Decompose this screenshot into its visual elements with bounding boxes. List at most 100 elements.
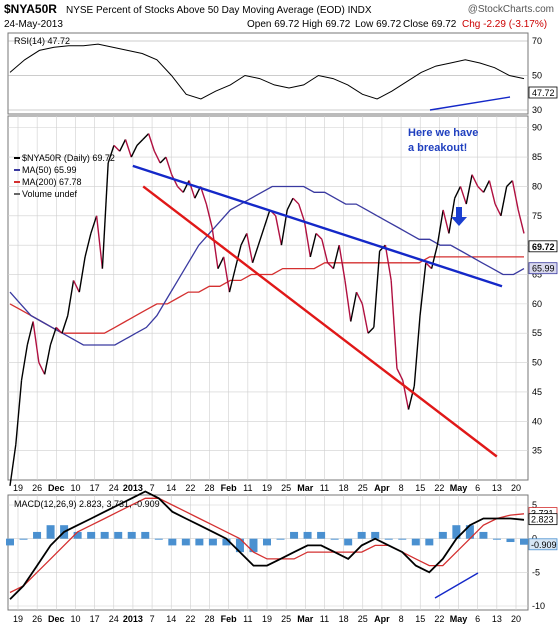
- change-value: Chg -2.29 (-3.17%): [462, 19, 547, 30]
- price-x-tick-label: 18: [339, 483, 349, 493]
- macd-histogram-bar: [181, 538, 190, 546]
- macd-histogram-bar: [357, 531, 366, 539]
- macd-histogram-bar: [127, 531, 136, 539]
- blue-trendline: [132, 164, 503, 288]
- macd-histogram-bar: [317, 531, 326, 539]
- price-line-segment: [384, 245, 392, 281]
- low-value: Low 69.72: [355, 19, 402, 30]
- close-value: Close 69.72: [403, 19, 457, 30]
- macd-x-tick-label: 26: [32, 614, 42, 624]
- price-line-segment: [90, 215, 98, 234]
- price-line-segment: [176, 185, 184, 193]
- macd-histogram-bar: [438, 531, 447, 539]
- price-line-segment: [344, 280, 352, 322]
- price-y-tick-label: 40: [532, 416, 542, 426]
- price-line-segment: [159, 156, 167, 164]
- macd-x-tick-label: 19: [262, 614, 272, 624]
- price-line-segment: [84, 233, 92, 258]
- price-x-tick-label: 22: [185, 483, 195, 493]
- price-line-segment: [459, 186, 467, 205]
- price-line-segment: [338, 245, 346, 281]
- price-x-tick-label: 13: [492, 483, 502, 493]
- price-line-segment: [217, 256, 225, 269]
- price-x-tick-label: 11: [243, 483, 252, 493]
- price-line-segment: [315, 232, 323, 240]
- macd-histogram-bar: [492, 538, 501, 540]
- price-x-tick-label: 24: [109, 483, 119, 493]
- macd-histogram-bar: [520, 538, 528, 545]
- macd-trendline: [434, 572, 479, 599]
- date-label: 24-May-2013: [4, 19, 63, 30]
- price-line-segment: [222, 256, 231, 293]
- price-line-segment: [286, 197, 294, 211]
- macd-histogram-bar: [195, 538, 204, 546]
- price-legend-entry: MA(50) 65.99: [22, 165, 77, 175]
- price-line-segment: [147, 133, 156, 152]
- macd-histogram-bar: [398, 538, 407, 540]
- macd-x-tick-label: 19: [13, 614, 23, 624]
- macd-x-tick-label: 2013: [123, 614, 143, 624]
- price-y-tick-label: 35: [532, 446, 542, 456]
- macd-x-tick-label: Mar: [297, 614, 314, 624]
- macd-histogram-bar: [46, 525, 55, 539]
- macd-y-tick-label: -10: [532, 601, 545, 611]
- macd-histogram-bar: [114, 531, 123, 539]
- macd-last-value: -0.909: [531, 540, 557, 550]
- price-line-segment: [78, 256, 86, 293]
- price-x-tick-label: 10: [70, 483, 80, 493]
- price-legend-entry: MA(200) 67.78: [22, 177, 82, 187]
- macd-histogram-bar: [73, 531, 82, 539]
- price-line-segment: [425, 262, 433, 270]
- macd-histogram-bar: [479, 531, 488, 539]
- price-line-segment: [482, 180, 490, 193]
- macd-histogram-bar: [100, 531, 109, 539]
- price-line-segment: [113, 144, 121, 152]
- price-panel: 9085807570656055504540351926Dec101724201…: [7, 115, 558, 493]
- price-line-segment: [119, 139, 127, 152]
- price-x-tick-label: 11: [320, 483, 329, 493]
- macd-y-tick-label: -5: [532, 567, 540, 577]
- price-line-segment: [477, 185, 485, 193]
- macd-histogram-bar: [506, 538, 515, 543]
- price-line-segment: [124, 139, 132, 158]
- price-line-segment: [396, 368, 404, 381]
- price-x-tick-label: 2013: [123, 483, 143, 493]
- macd-x-tick-label: 22: [434, 614, 444, 624]
- rsi-panel: 70 50 30 RSI(14) 47.72 47.72: [7, 32, 558, 115]
- price-line-segment: [95, 215, 104, 269]
- macd-histogram-bar: [290, 531, 299, 539]
- red-trendline: [142, 185, 498, 458]
- price-line-segment: [442, 209, 450, 234]
- macd-histogram-bar: [411, 538, 420, 546]
- price-x-tick-label: 28: [205, 483, 215, 493]
- price-y-tick-label: 75: [532, 211, 542, 221]
- price-x-tick-label: 20: [511, 483, 521, 493]
- macd-histogram-bar: [208, 538, 217, 546]
- price-line-segment: [153, 150, 161, 164]
- breakout-arrow-icon: [451, 207, 467, 226]
- macd-histogram-bar: [19, 538, 28, 540]
- macd-x-tick-label: 18: [339, 614, 349, 624]
- price-line-segment: [142, 133, 150, 140]
- price-line-segment: [511, 180, 519, 211]
- macd-x-tick-label: 8: [399, 614, 404, 624]
- macd-line: [9, 490, 525, 600]
- price-line-segment: [205, 203, 213, 228]
- price-y-tick-label: 45: [532, 387, 542, 397]
- price-line-segment: [9, 444, 17, 486]
- price-y-tick-label: 65: [532, 270, 542, 280]
- macd-x-tick-label: 22: [185, 614, 195, 624]
- price-last-value: 69.72: [532, 242, 555, 252]
- rsi-trendline: [429, 96, 511, 111]
- price-line-segment: [292, 197, 300, 205]
- macd-histogram-bar: [384, 538, 393, 540]
- price-line-segment: [15, 380, 23, 445]
- price-line-segment: [454, 186, 462, 199]
- macd-histogram-bar: [465, 525, 474, 539]
- macd-histogram-bar: [168, 538, 177, 546]
- price-line-segment: [488, 180, 496, 205]
- price-line-segment: [228, 268, 236, 293]
- price-line-segment: [367, 326, 375, 334]
- price-x-tick-label: 15: [415, 483, 425, 493]
- macd-x-tick-label: 15: [415, 614, 425, 624]
